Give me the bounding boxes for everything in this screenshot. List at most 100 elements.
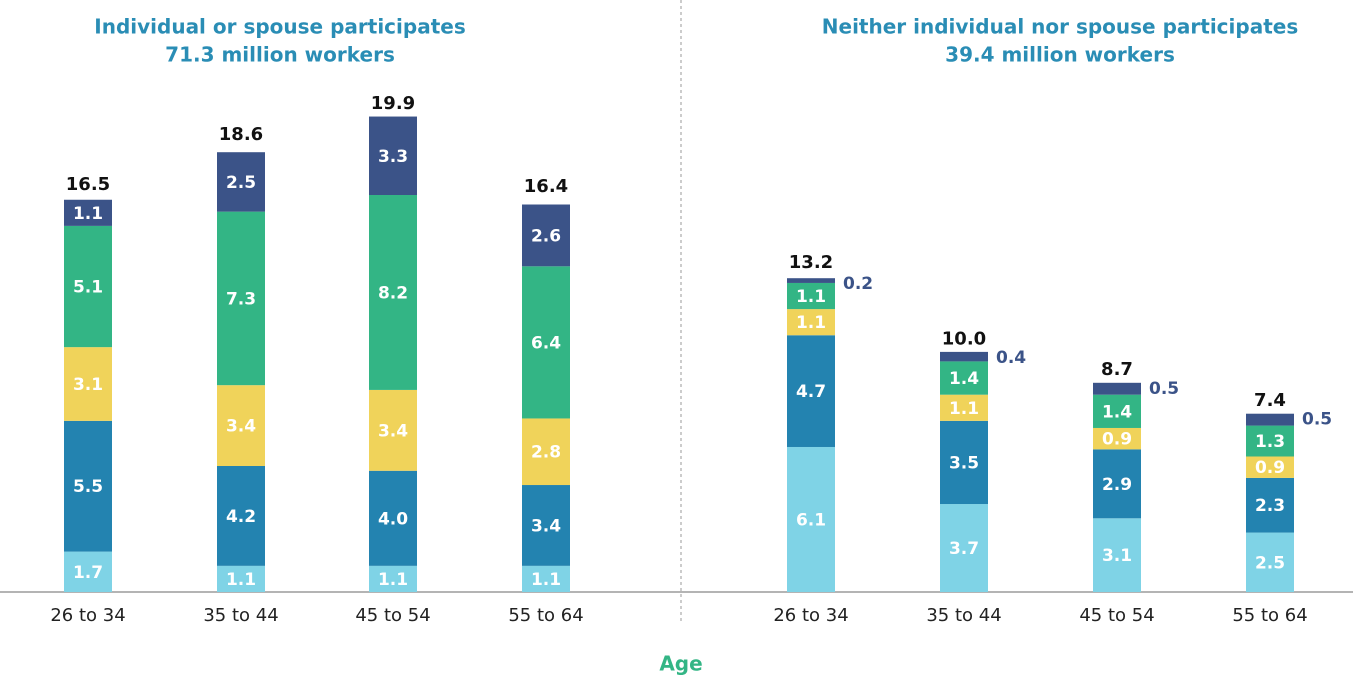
bar-segment <box>787 278 835 283</box>
panel-subtitle: 71.3 million workers <box>165 43 395 67</box>
total-label: 10.0 <box>942 328 986 349</box>
bar-segment <box>940 394 988 421</box>
panel-title: Neither individual nor spouse participat… <box>822 15 1298 39</box>
bar-segment <box>64 420 112 552</box>
total-label: 13.2 <box>789 252 833 273</box>
bar-segment <box>940 351 988 362</box>
bar-segment <box>1246 477 1294 533</box>
segment-label: 3.4 <box>378 421 408 441</box>
segment-label: 3.3 <box>378 147 408 167</box>
bar-segment <box>64 551 112 592</box>
bar-segment <box>369 116 417 195</box>
segment-label: 6.4 <box>531 333 561 353</box>
total-label: 16.4 <box>524 176 568 197</box>
total-label: 8.7 <box>1101 359 1133 380</box>
segment-label: 3.7 <box>949 539 979 559</box>
segment-label: 4.7 <box>796 382 826 402</box>
bar-segment <box>64 199 112 226</box>
segment-label: 5.1 <box>73 278 103 298</box>
segment-label: 2.3 <box>1255 496 1285 516</box>
segment-label: 1.4 <box>949 369 979 389</box>
bar-segment <box>787 282 835 310</box>
bar-segment <box>217 211 265 386</box>
panel-title: Individual or spouse participates <box>94 15 465 39</box>
bar-segment <box>522 485 570 566</box>
segment-label: 0.5 <box>1149 379 1179 399</box>
segment-label: 2.5 <box>1255 553 1285 573</box>
segment-label: 2.8 <box>531 443 561 463</box>
bar-segment <box>1093 382 1141 395</box>
segment-label: 5.5 <box>73 477 103 497</box>
bar-segment <box>522 204 570 267</box>
segment-label: 0.5 <box>1302 410 1332 430</box>
bar-segment <box>217 565 265 592</box>
x-axis-label: Age <box>659 652 702 676</box>
total-label: 19.9 <box>371 93 415 114</box>
bar-segment <box>522 266 570 419</box>
segment-label: 0.9 <box>1255 458 1285 478</box>
segment-label: 2.9 <box>1102 475 1132 495</box>
segment-label: 6.1 <box>796 510 826 530</box>
segment-label: 4.0 <box>378 509 408 529</box>
bar-segment <box>1246 456 1294 478</box>
bar-segment <box>217 152 265 212</box>
bar-segment <box>940 361 988 395</box>
bar-segment <box>369 470 417 566</box>
segment-label: 0.2 <box>843 274 873 294</box>
bar-segment <box>1093 449 1141 519</box>
bar-segment <box>64 225 112 348</box>
bar-segment <box>787 335 835 447</box>
bar-segment <box>1093 394 1141 428</box>
total-label: 16.5 <box>66 174 110 195</box>
bar-segment <box>64 347 112 421</box>
segment-label: 8.2 <box>378 283 408 303</box>
bar-segment <box>522 418 570 486</box>
x-tick-label: 35 to 44 <box>926 605 1001 626</box>
segment-label: 1.1 <box>796 313 826 333</box>
segment-label: 0.4 <box>996 348 1026 368</box>
x-tick-label: 45 to 54 <box>1079 605 1154 626</box>
segment-label: 3.1 <box>1102 546 1132 566</box>
segment-label: 4.2 <box>226 507 256 527</box>
segment-label: 7.3 <box>226 289 256 309</box>
segment-label: 1.1 <box>73 204 103 224</box>
total-label: 18.6 <box>219 124 263 145</box>
bar-segment <box>787 309 835 336</box>
segment-label: 1.1 <box>796 287 826 307</box>
bar-segment <box>787 446 835 592</box>
bar-segment <box>522 565 570 592</box>
segment-label: 3.4 <box>531 516 561 536</box>
bar-segment <box>369 194 417 390</box>
segment-label: 1.3 <box>1255 432 1285 452</box>
bar-segment <box>1246 425 1294 457</box>
x-tick-label: 45 to 54 <box>355 605 430 626</box>
bar-segment <box>369 565 417 592</box>
segment-label: 2.6 <box>531 226 561 246</box>
bar-segment <box>369 389 417 471</box>
x-tick-label: 35 to 44 <box>203 605 278 626</box>
segment-label: 1.1 <box>949 399 979 419</box>
bar-segment <box>1093 518 1141 592</box>
segment-label: 2.5 <box>226 173 256 193</box>
panel-subtitle: 39.4 million workers <box>945 43 1175 67</box>
segment-label: 3.5 <box>949 453 979 473</box>
bar-segment <box>940 420 988 505</box>
x-tick-label: 26 to 34 <box>50 605 125 626</box>
total-label: 7.4 <box>1254 390 1286 411</box>
segment-label: 1.4 <box>1102 402 1132 422</box>
bar-segment <box>217 466 265 566</box>
x-tick-label: 26 to 34 <box>773 605 848 626</box>
bar-segment <box>1246 532 1294 592</box>
bar-segment <box>1246 413 1294 426</box>
segment-label: 3.4 <box>226 417 256 437</box>
bar-segment <box>217 385 265 467</box>
segment-label: 0.9 <box>1102 430 1132 450</box>
segment-label: 1.1 <box>531 570 561 590</box>
bar-segment <box>940 504 988 592</box>
segment-label: 1.1 <box>226 570 256 590</box>
bar-segment <box>1093 427 1141 450</box>
segment-label: 3.1 <box>73 375 103 395</box>
segment-label: 1.1 <box>378 570 408 590</box>
segment-label: 1.7 <box>73 563 103 583</box>
